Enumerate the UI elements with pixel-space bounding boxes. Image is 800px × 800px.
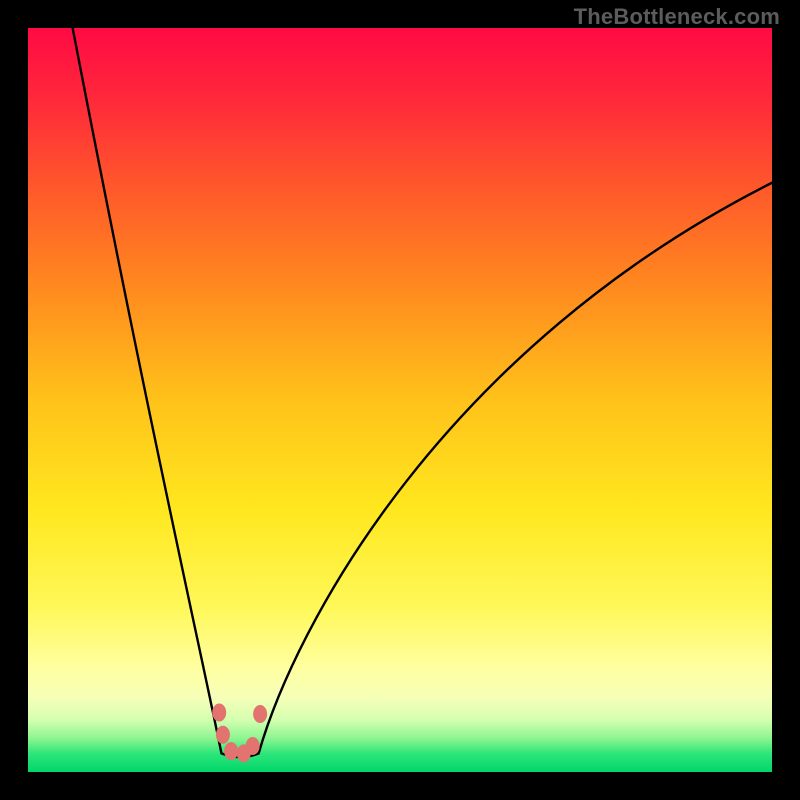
watermark-text: TheBottleneck.com — [574, 4, 780, 30]
plot-area — [28, 28, 772, 772]
valley-marker — [246, 737, 260, 755]
valley-marker — [212, 703, 226, 721]
valley-marker — [216, 726, 230, 744]
chart-svg — [28, 28, 772, 772]
gradient-background — [28, 28, 772, 772]
valley-marker — [224, 742, 238, 760]
valley-marker — [253, 705, 267, 723]
chart-frame: TheBottleneck.com — [0, 0, 800, 800]
